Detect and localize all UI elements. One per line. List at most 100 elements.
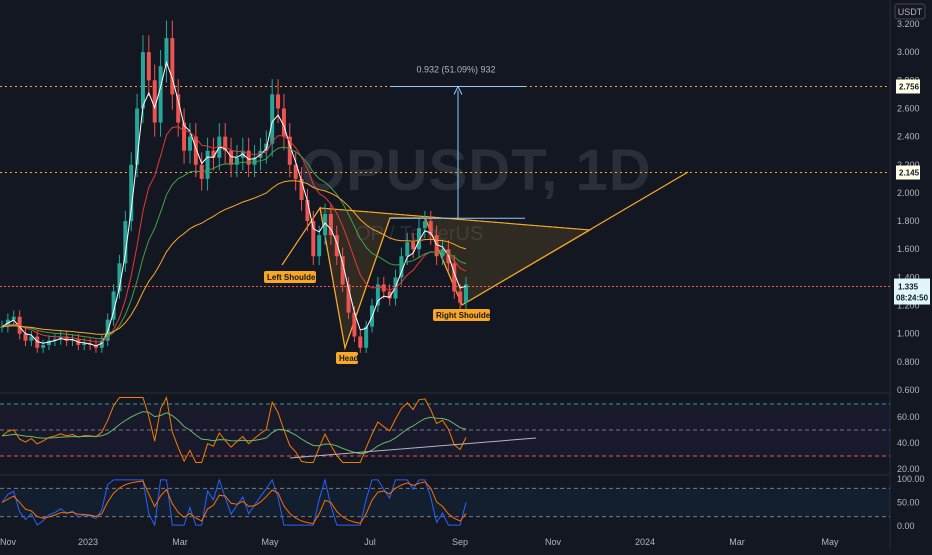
candle	[170, 38, 175, 95]
price-tick-label: 2.600	[897, 103, 920, 113]
price-tick-label: 0.800	[897, 357, 920, 367]
time-tick-label: Nov	[0, 537, 17, 547]
candle	[140, 52, 145, 109]
candle	[428, 221, 433, 236]
candle	[93, 344, 98, 348]
candle	[317, 235, 322, 257]
candle	[464, 284, 468, 303]
candle	[176, 94, 181, 123]
candle	[111, 291, 116, 320]
pattern-label-right-shoulder: Right Shoulder	[436, 311, 493, 320]
currency-label: USDT	[898, 7, 923, 17]
neckline[interactable]	[319, 207, 591, 231]
candle	[211, 150, 216, 158]
candle	[346, 284, 351, 313]
pattern-label-left-shoulder: Left Shoulder	[267, 273, 319, 282]
candle	[152, 80, 157, 123]
candle	[29, 336, 34, 341]
candle	[311, 221, 316, 257]
price-tag-label: 2.145	[899, 169, 920, 178]
candle	[364, 326, 369, 348]
candle	[223, 136, 228, 151]
price-tick-label: 2.200	[897, 160, 920, 170]
stoch-k-line	[1, 477, 467, 527]
candle	[422, 221, 427, 229]
candle	[252, 157, 257, 165]
rsi-tick-label: 60.00	[897, 412, 920, 422]
candle	[82, 343, 87, 345]
current-price-tag	[894, 278, 930, 305]
stoch-tick-label: 0.00	[897, 521, 915, 531]
stoch-band	[0, 488, 890, 517]
candle	[146, 52, 151, 81]
price-tag	[896, 79, 920, 94]
stoch-d-line	[1, 480, 467, 525]
candle	[358, 336, 363, 348]
candle	[99, 340, 104, 348]
candle	[46, 340, 51, 345]
rsi-tick-label: 40.00	[897, 438, 920, 448]
candle	[164, 38, 169, 67]
candle	[417, 228, 422, 250]
countdown-label: 08:24:50	[896, 294, 929, 303]
time-tick-label: 2023	[78, 537, 98, 547]
candle	[276, 94, 281, 109]
moving-average-line	[1, 126, 467, 343]
candle	[293, 164, 298, 179]
candle	[434, 235, 439, 257]
stoch-tick-label: 100.00	[897, 474, 925, 484]
candle	[270, 94, 275, 144]
candle	[334, 235, 339, 257]
price-tick-label: 1.400	[897, 272, 920, 282]
time-tick-label: Sep	[452, 537, 468, 547]
price-tick-label: 3.000	[897, 47, 920, 57]
moving-average-line	[1, 180, 467, 335]
candle	[182, 122, 187, 151]
candle	[375, 284, 380, 306]
candle	[64, 336, 69, 341]
time-tick-label: May	[821, 537, 839, 547]
rsi-ma-line	[1, 411, 467, 455]
price-tick-label: 1.600	[897, 244, 920, 254]
candle	[411, 242, 416, 250]
currency-box[interactable]	[894, 3, 926, 20]
candle	[281, 108, 286, 137]
time-tick-label: Mar	[729, 537, 745, 547]
rsi-tick-label: 20.00	[897, 464, 920, 474]
measure-arrowhead	[453, 85, 463, 95]
price-tick-label: 1.200	[897, 301, 920, 311]
candle	[405, 242, 410, 257]
stoch-tick-label: 50.00	[897, 498, 920, 508]
candle	[328, 214, 333, 236]
candle	[246, 150, 251, 165]
candle	[23, 333, 28, 341]
candle	[158, 66, 163, 123]
candle	[0, 326, 4, 328]
candle	[440, 249, 445, 257]
rsi-trendline[interactable]	[289, 437, 537, 459]
candle	[352, 312, 357, 337]
price-tick-label: 3.200	[897, 19, 920, 29]
measure-label: 0.932 (51.09%) 932	[416, 65, 495, 75]
candle	[193, 136, 198, 165]
candle	[58, 336, 63, 340]
time-tick-label: 2024	[635, 537, 655, 547]
price-tick-label: 2.400	[897, 132, 920, 142]
candle	[117, 263, 122, 292]
candle	[305, 199, 310, 222]
pattern-label-box	[264, 271, 316, 283]
candle	[299, 178, 304, 200]
moving-average-line	[1, 146, 467, 340]
candle	[234, 157, 239, 165]
candle	[387, 291, 392, 299]
candle	[205, 150, 210, 179]
price-tick-label: 1.800	[897, 216, 920, 226]
symbol-watermark: OPUSDT, 1D	[300, 138, 652, 203]
candle	[458, 291, 463, 303]
candle	[452, 263, 457, 292]
candle	[35, 336, 40, 348]
candle	[399, 256, 404, 278]
candle	[135, 108, 140, 165]
